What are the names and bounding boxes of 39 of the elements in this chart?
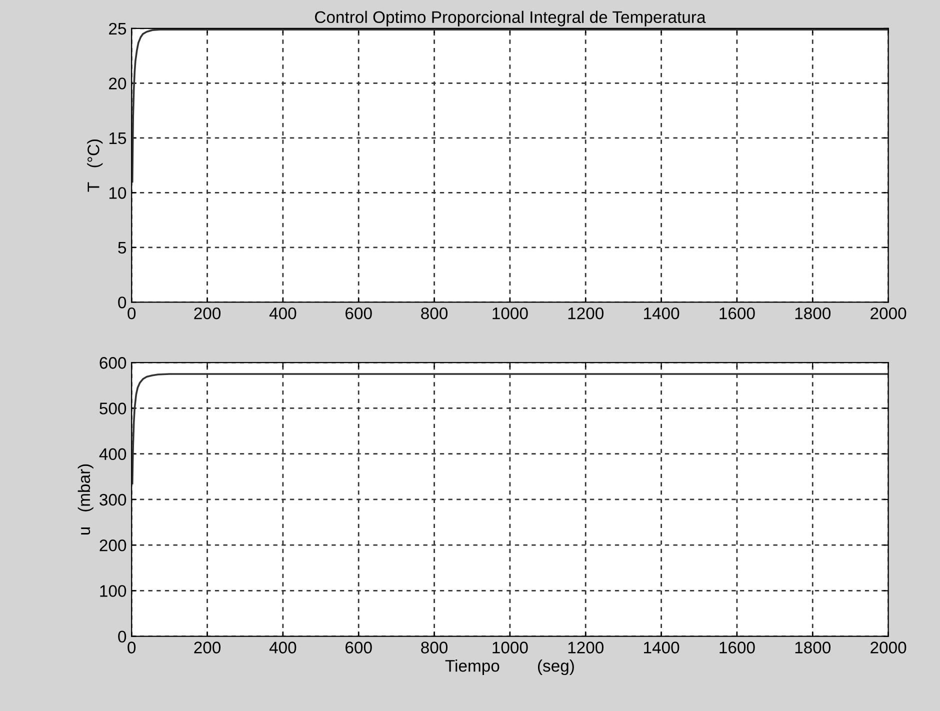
x-axis-title: Tiempo (seg): [445, 660, 574, 676]
x-tick-label: 800: [421, 307, 448, 320]
y-tick-label: 200: [100, 540, 126, 552]
chart-title: Control Optimo Proporcional Integral de Temperatura: [315, 10, 706, 26]
y-tick-label: 20: [109, 78, 126, 90]
x-tick-label: 600: [346, 307, 372, 320]
y-tick-label: 500: [100, 402, 126, 414]
y-axis-title: T (°C): [87, 140, 103, 192]
y-tick-label: 0: [118, 630, 126, 643]
y-tick-label: 300: [100, 494, 126, 506]
x-tick-label: 2000: [870, 307, 906, 320]
x-tick-label: 2000: [870, 642, 906, 654]
y-tick-label: 600: [100, 357, 126, 369]
y-tick-label: 10: [109, 187, 126, 199]
x-tick-label: 1200: [568, 307, 604, 320]
x-tick-label: 1400: [644, 307, 680, 320]
y-tick-label: 100: [100, 585, 126, 597]
x-tick-label: 1000: [492, 642, 528, 654]
x-tick-label: 200: [194, 642, 221, 654]
x-tick-label: 1000: [492, 307, 528, 320]
x-tick-label: 1800: [795, 642, 831, 654]
y-tick-label: 0: [118, 296, 126, 308]
y-tick-label: 5: [118, 242, 126, 254]
x-tick-label: 600: [346, 642, 372, 654]
x-tick-label: 1400: [644, 642, 680, 654]
y-axis-title: u (mbar): [78, 464, 94, 535]
x-tick-label: 800: [421, 642, 448, 654]
x-tick-label: 0: [128, 642, 136, 654]
x-tick-label: 0: [128, 307, 136, 320]
y-tick-label: 400: [99, 448, 126, 460]
x-tick-label: 200: [194, 307, 221, 320]
x-tick-label: 400: [269, 307, 296, 320]
y-tick-label: 25: [109, 22, 126, 35]
y-tick-label: 15: [109, 132, 126, 144]
x-tick-label: 400: [269, 642, 296, 654]
x-tick-label: 1200: [568, 642, 604, 654]
x-tick-label: 1600: [720, 642, 755, 654]
x-tick-label: 1800: [795, 307, 831, 320]
x-tick-label: 1600: [720, 307, 755, 320]
